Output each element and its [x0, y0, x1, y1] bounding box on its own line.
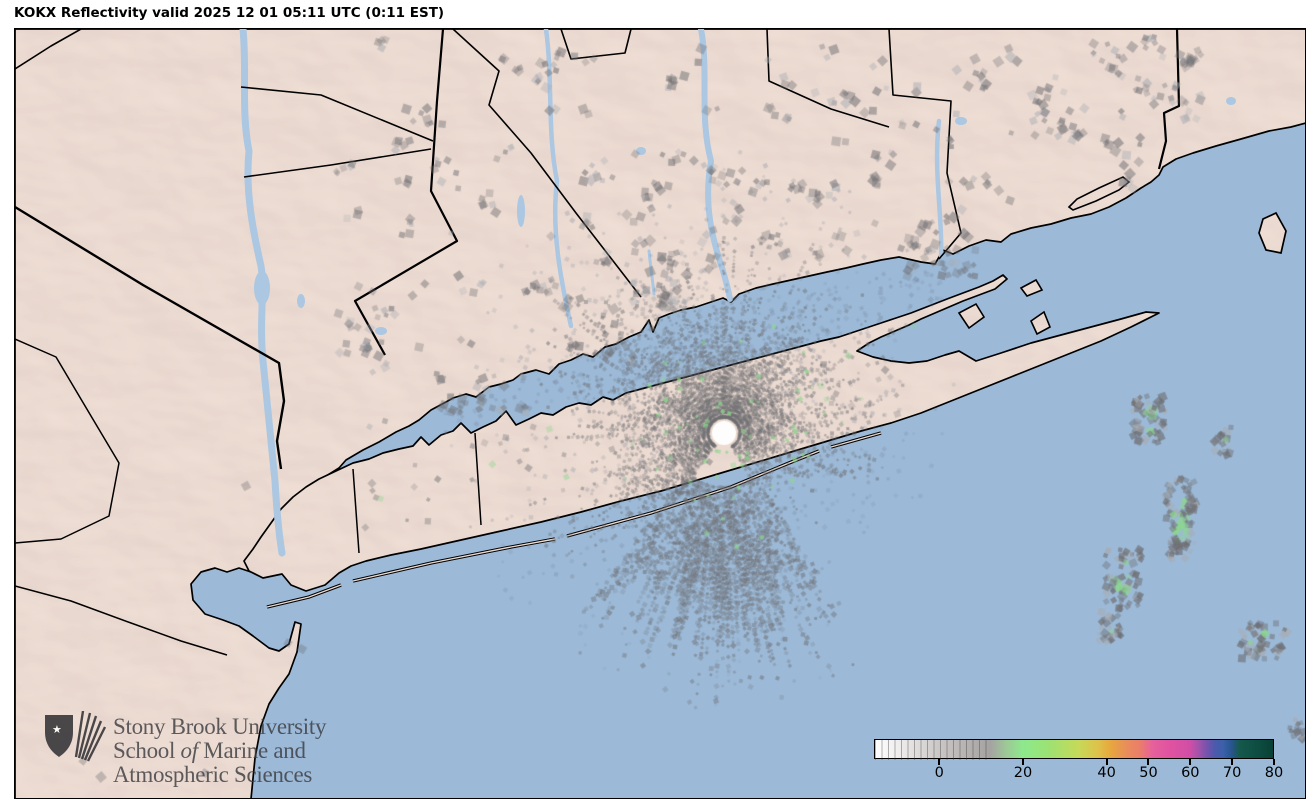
colorbar-tick: [1105, 759, 1108, 765]
colorbar-tick-label: 20: [1013, 765, 1033, 781]
colorbar-tick-label: 0: [934, 765, 944, 781]
colorbar-tick: [1189, 759, 1192, 765]
colorbar-tick: [1231, 759, 1234, 765]
sbu-shield-icon: ★: [45, 711, 107, 762]
colorbar-gray-stripes: [875, 740, 991, 760]
sbu-line2: School of Marine and: [113, 738, 306, 763]
map-frame: ★ Stony Brook University School of Marin…: [14, 28, 1306, 799]
sbu-wordmark: Stony Brook University School of Marine …: [113, 715, 326, 787]
colorbar-tick-label: 80: [1264, 765, 1284, 781]
page-title: KOKX Reflectivity valid 2025 12 01 05:11…: [14, 5, 445, 21]
colorbar-tick-label: 60: [1181, 765, 1200, 781]
colorbar-tick-label: 70: [1222, 765, 1242, 781]
sbu-line1: Stony Brook University: [113, 714, 327, 739]
sbu-logo: ★ Stony Brook University School of Marin…: [43, 711, 326, 787]
colorbar-tick: [1147, 759, 1150, 765]
colorbar-tick-label: 50: [1139, 765, 1158, 781]
radar-echo-layer: [15, 29, 1305, 798]
sbu-line3: Atmospheric Sciences: [113, 762, 313, 787]
colorbar-tick-label: 40: [1097, 765, 1116, 781]
colorbar-tick: [1021, 759, 1024, 765]
colorbar-tick: [1273, 759, 1275, 765]
svg-text:★: ★: [52, 723, 62, 736]
colorbar-gradient: [874, 739, 1274, 760]
reflectivity-colorbar: 0 20 40 50 60 70 80: [874, 739, 1283, 787]
colorbar-tick: [938, 759, 941, 765]
